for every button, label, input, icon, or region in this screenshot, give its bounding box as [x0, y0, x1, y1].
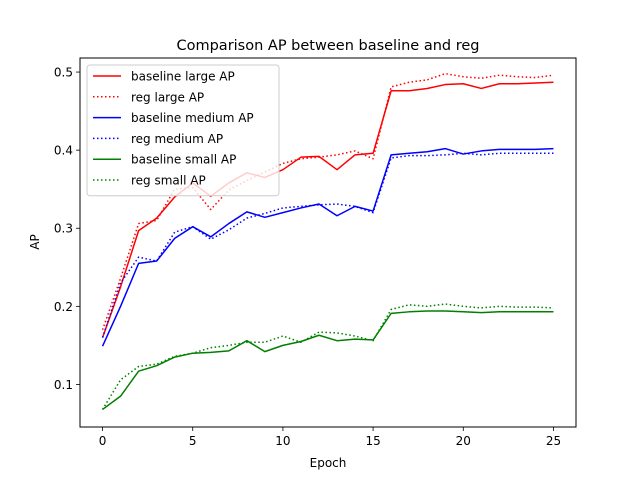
series-line-baseline-small-ap	[102, 310, 554, 411]
legend-entry-label: reg medium AP	[131, 132, 223, 146]
x-tick-label: 20	[456, 434, 471, 448]
legend-entry-label: baseline medium AP	[131, 111, 254, 125]
series-line-baseline-medium-ap	[101, 147, 554, 347]
x-axis-label: Epoch	[310, 456, 347, 470]
legend-entry-label: baseline small AP	[131, 153, 236, 167]
y-tick-label: 0.5	[54, 66, 73, 80]
chart-title: Comparison AP between baseline and reg	[176, 38, 479, 54]
legend-entry-label: reg small AP	[131, 174, 206, 188]
x-tick-label: 25	[546, 434, 561, 448]
y-axis: 0.1 0.2 0.3 0.4 0.5	[54, 66, 80, 392]
plot-area-frame	[79, 57, 577, 428]
y-axis-label: AP	[28, 234, 42, 249]
legend-entry-label: reg large AP	[131, 90, 204, 104]
legend-box	[86, 64, 280, 197]
legend: baseline large AP reg large AP baseline me…	[86, 64, 280, 197]
x-tick-label: 0	[99, 434, 107, 448]
x-tick-label: 5	[189, 434, 197, 448]
y-tick-label: 0.1	[54, 378, 73, 392]
y-tick-label: 0.3	[54, 222, 73, 236]
x-axis: 0 5 10 15 20 25	[99, 427, 561, 448]
series-line-reg-medium-ap	[101, 152, 554, 338]
x-tick-label: 15	[365, 434, 380, 448]
legend-entry-label: baseline large AP	[131, 70, 235, 84]
x-tick-label: 10	[275, 434, 290, 448]
series-line-reg-small-ap	[101, 303, 554, 410]
y-tick-label: 0.4	[54, 144, 73, 158]
y-tick-label: 0.2	[54, 300, 73, 314]
series-line-reg-large-ap	[101, 72, 554, 331]
